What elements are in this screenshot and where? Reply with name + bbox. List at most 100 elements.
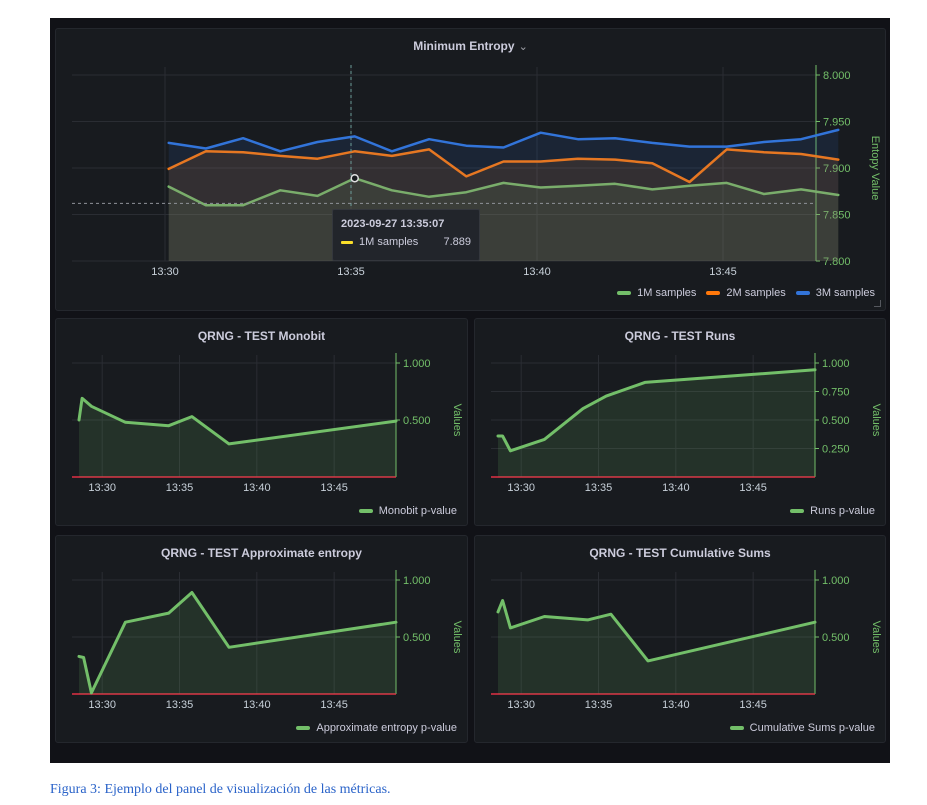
panel-title[interactable]: QRNG - TEST Runs bbox=[624, 329, 736, 343]
panel-title[interactable]: QRNG - TEST Cumulative Sums bbox=[589, 546, 771, 560]
legend: Approximate entropy p-value bbox=[296, 722, 457, 734]
y-tick-label: 1.000 bbox=[822, 358, 850, 370]
hover-point bbox=[350, 173, 359, 183]
legend-swatch bbox=[706, 291, 721, 295]
dashboard: Minimum Entropy ⌄ 13:30 13:35 13:40 13:45 7.8… bbox=[50, 18, 890, 763]
x-tick-label: 13:45 bbox=[709, 266, 737, 278]
legend-label: Cumulative Sums p-value bbox=[749, 722, 875, 734]
legend: Cumulative Sums p-value bbox=[729, 722, 875, 734]
legend-label: 2M samples bbox=[726, 287, 786, 299]
y-tick-label: 0.500 bbox=[403, 632, 431, 644]
tooltip-time: 2023-09-27 13:35:07 bbox=[341, 218, 445, 230]
x-tick-label: 13:35 bbox=[585, 699, 613, 711]
legend: Monobit p-value bbox=[358, 505, 457, 517]
legend-swatch bbox=[358, 509, 373, 513]
resize-handle-icon[interactable] bbox=[874, 300, 881, 307]
y-tick-label: 7.950 bbox=[823, 117, 851, 129]
tooltip-series-swatch bbox=[341, 240, 353, 244]
legend-swatch bbox=[790, 509, 805, 513]
panel-approximate-entropy: QRNG - TEST Approximate entropy 13:30 13:… bbox=[55, 535, 468, 743]
y-tick-label: 7.900 bbox=[823, 163, 851, 175]
tooltip-value: 7.889 bbox=[443, 236, 471, 248]
y-tick-label: 8.000 bbox=[823, 70, 851, 82]
x-tick-label: 13:30 bbox=[507, 482, 535, 494]
cumulative-sums-chart: 13:30 13:35 13:40 13:45 0.500 1.000 Values bbox=[491, 570, 882, 711]
panel-title-text: Minimum Entropy bbox=[413, 39, 515, 53]
panel-title[interactable]: QRNG - TEST Monobit bbox=[197, 329, 326, 343]
entropy-chart: 13:30 13:35 13:40 13:45 7.800 7.850 7.900 7.950… bbox=[72, 65, 881, 278]
y-axis-title: Values bbox=[870, 621, 882, 654]
x-tick-label: 13:45 bbox=[320, 699, 348, 711]
x-tick-label: 13:35 bbox=[166, 699, 194, 711]
x-tick-label: 13:45 bbox=[739, 699, 767, 711]
runs-chart: 13:30 13:35 13:40 13:45 0.250 0.500 0.750 1.000… bbox=[491, 353, 882, 494]
approximate-entropy-chart: 13:30 13:35 13:40 13:45 0.500 1.000 Values bbox=[72, 570, 463, 711]
x-tick-label: 13:30 bbox=[88, 482, 116, 494]
tooltip: 2023-09-27 13:35:07 1M samples 7.889 bbox=[332, 209, 480, 261]
y-tick-label: 1.000 bbox=[822, 575, 850, 587]
x-tick-label: 13:30 bbox=[88, 699, 116, 711]
panel-cumulative-sums: QRNG - TEST Cumulative Sums 13:30 13:35 13… bbox=[474, 535, 886, 743]
y-tick-label: 0.500 bbox=[822, 632, 850, 644]
legend-swatch bbox=[729, 726, 744, 730]
y-tick-label: 0.250 bbox=[822, 444, 850, 456]
x-tick-label: 13:40 bbox=[523, 266, 551, 278]
y-tick-label: 7.800 bbox=[823, 256, 851, 268]
x-tick-label: 13:35 bbox=[337, 266, 365, 278]
series-line bbox=[77, 396, 398, 446]
y-tick-label: 1.000 bbox=[403, 575, 431, 587]
series-area bbox=[168, 129, 839, 261]
tooltip-series-name: 1M samples bbox=[359, 236, 419, 248]
series-area bbox=[498, 600, 815, 694]
legend-label: 1M samples bbox=[637, 287, 697, 299]
panel-monobit: QRNG - TEST Monobit 13:30 13:35 13:40 13:45… bbox=[55, 318, 468, 526]
chevron-down-icon[interactable]: ⌄ bbox=[518, 41, 528, 53]
x-tick-label: 13:35 bbox=[166, 482, 194, 494]
series-line bbox=[496, 368, 817, 453]
series-line bbox=[77, 591, 398, 695]
y-tick-label: 0.500 bbox=[822, 415, 850, 427]
legend-item-1m[interactable]: 1M samples bbox=[617, 287, 696, 299]
series-line bbox=[167, 128, 840, 153]
x-tick-label: 13:40 bbox=[662, 482, 690, 494]
x-tick-label: 13:40 bbox=[243, 699, 271, 711]
legend-label: Approximate entropy p-value bbox=[316, 722, 457, 734]
panel-minimum-entropy: Minimum Entropy ⌄ 13:30 13:35 13:40 13:45 7.8… bbox=[55, 28, 886, 311]
legend-item-2m[interactable]: 2M samples bbox=[706, 287, 786, 299]
series-line bbox=[167, 176, 840, 207]
legend-swatch bbox=[296, 726, 311, 730]
legend-swatch bbox=[795, 291, 810, 295]
x-tick-label: 13:45 bbox=[320, 482, 348, 494]
x-tick-label: 13:30 bbox=[151, 266, 179, 278]
legend-swatch bbox=[617, 291, 632, 295]
y-axis-title: Values bbox=[870, 404, 882, 437]
legend-item-3m[interactable]: 3M samples bbox=[795, 287, 875, 299]
legend-label: Monobit p-value bbox=[378, 505, 457, 517]
panel-title[interactable]: QRNG - TEST Approximate entropy bbox=[161, 546, 362, 560]
panel-title[interactable]: Minimum Entropy ⌄ bbox=[56, 39, 885, 53]
series-line bbox=[496, 599, 817, 663]
y-axis-title: Values bbox=[451, 404, 463, 437]
series-area bbox=[79, 398, 396, 477]
x-tick-label: 13:40 bbox=[243, 482, 271, 494]
legend-item[interactable]: Cumulative Sums p-value bbox=[729, 722, 875, 734]
y-axis-title: Values bbox=[451, 621, 463, 654]
series-area bbox=[79, 592, 396, 694]
legend-label: 3M samples bbox=[815, 287, 875, 299]
series-line bbox=[167, 148, 840, 184]
y-tick-label: 1.000 bbox=[403, 358, 431, 370]
x-tick-label: 13:45 bbox=[739, 482, 767, 494]
legend-item[interactable]: Monobit p-value bbox=[358, 505, 457, 517]
legend: 1M samples 2M samples 3M samples bbox=[617, 287, 875, 299]
legend-item[interactable]: Runs p-value bbox=[790, 505, 875, 517]
legend-item[interactable]: Approximate entropy p-value bbox=[296, 722, 457, 734]
figure-caption: Figura 3: Ejemplo del panel de visualiza… bbox=[50, 782, 391, 797]
x-tick-label: 13:30 bbox=[507, 699, 535, 711]
legend: Runs p-value bbox=[790, 505, 875, 517]
y-tick-label: 0.500 bbox=[403, 415, 431, 427]
legend-label: Runs p-value bbox=[810, 505, 875, 517]
panel-runs: QRNG - TEST Runs 13:30 13:35 13:40 13:45 0.2… bbox=[474, 318, 886, 526]
y-tick-label: 0.750 bbox=[822, 387, 850, 399]
monobit-chart: 13:30 13:35 13:40 13:45 0.500 1.000 Values bbox=[72, 353, 463, 494]
x-tick-label: 13:40 bbox=[662, 699, 690, 711]
